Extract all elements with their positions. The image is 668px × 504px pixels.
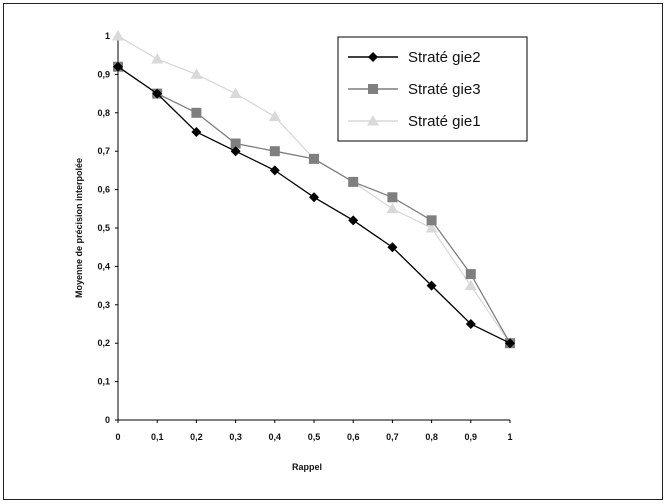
x-tick-label: 0,2: [190, 432, 203, 442]
x-tick-label: 0,9: [465, 432, 478, 442]
x-tick-label: 0: [115, 432, 120, 442]
y-tick-label: 0,1: [97, 377, 110, 387]
axes: 0 0,1 0,2 0,3 0,4 0,5 0,6 0,7 0,8 0,9 1 0 0,1 0,2 0,3 0…: [97, 31, 512, 442]
y-tick-label: 1: [105, 31, 110, 41]
x-tick-label: 0,6: [347, 432, 360, 442]
square-marker: [387, 192, 398, 203]
y-tick-label: 0,9: [97, 69, 110, 79]
diamond-marker: [465, 319, 476, 329]
series-layer: [112, 30, 516, 349]
square-marker: [269, 146, 280, 157]
square-marker: [348, 176, 359, 187]
y-tick-label: 0,7: [97, 146, 110, 156]
triangle-marker: [268, 110, 281, 122]
y-tick-label: 0,5: [97, 223, 110, 233]
triangle-marker: [229, 87, 242, 99]
diamond-marker: [152, 88, 163, 99]
square-marker: [465, 269, 476, 280]
triangle-marker: [425, 222, 438, 233]
y-tick-label: 0,6: [97, 185, 110, 195]
legend-entry: Straté gie2: [348, 49, 481, 66]
legend: Straté gie2 Straté gie3 Straté gie1: [337, 36, 528, 142]
y-tick-label: 0: [105, 415, 110, 425]
x-tick-label: 0,5: [308, 432, 321, 442]
chart-frame: [3, 3, 663, 500]
x-tick-label: 0,4: [269, 432, 282, 442]
legend-entry: Straté gie3: [348, 81, 481, 98]
x-tick-label: 0,8: [425, 432, 438, 442]
diamond-marker: [191, 127, 202, 137]
y-axis-title: Moyenne de précision interpolée: [74, 158, 84, 298]
diamond-marker: [426, 280, 437, 291]
triangle-marker: [112, 30, 124, 41]
legend-label: Straté gie1: [408, 113, 481, 130]
diamond-marker: [387, 242, 398, 253]
square-marker: [309, 153, 319, 164]
y-tick-label: 0,2: [97, 338, 110, 348]
x-axis-title: Rappel: [292, 462, 322, 472]
x-tick-label: 0,7: [386, 432, 399, 442]
diamond-marker: [309, 192, 319, 203]
diamond-marker: [348, 215, 359, 226]
legend-label: Straté gie2: [408, 49, 481, 66]
y-tick-label: 0,4: [97, 261, 110, 271]
triangle-marker: [386, 202, 399, 214]
x-tick-label: 0,3: [229, 432, 242, 442]
legend-entry: Straté gie1: [348, 113, 481, 130]
diamond-marker: [368, 52, 378, 62]
y-tick-label: 0,8: [97, 108, 110, 118]
triangle-marker: [190, 68, 203, 79]
diamond-marker: [269, 165, 280, 176]
x-tick-label: 1: [507, 432, 512, 442]
diamond-marker: [113, 61, 123, 72]
triangle-marker: [367, 115, 379, 126]
diamond-marker: [230, 146, 241, 157]
diamond-marker: [505, 338, 515, 349]
square-marker: [230, 138, 241, 149]
y-tick-label: 0,3: [97, 300, 110, 310]
series-1: [113, 61, 515, 349]
square-marker: [191, 107, 202, 118]
square-marker: [426, 215, 437, 226]
triangle-marker: [151, 53, 164, 64]
x-tick-label: 0,1: [151, 432, 164, 442]
legend-label: Straté gie3: [408, 81, 481, 98]
square-marker: [368, 84, 378, 94]
triangle-marker: [464, 279, 477, 291]
